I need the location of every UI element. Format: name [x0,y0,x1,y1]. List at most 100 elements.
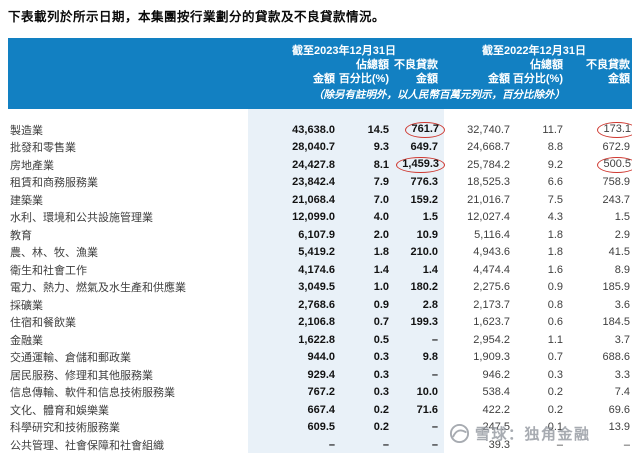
npl-2022: 41.5 [608,246,630,259]
pct-2023: – [382,438,389,451]
amount-2023: 43,638.0 [292,123,335,136]
amount-2022: 1,623.7 [473,316,510,329]
npl-2023: 199.3 [410,316,438,329]
table-row: 金融業 1,622.8 0.5 – 2,954.2 1.1 3.7 [8,331,632,349]
amount-2022: 39.3 [488,438,510,451]
amount-2022: 21,016.7 [467,193,510,206]
table-row: 租賃和商務服務業 23,842.4 7.9 776.3 18,525.3 6.6… [8,174,632,192]
industry-label: 房地產業 [10,159,54,172]
pct-2023: 9.3 [373,141,389,154]
amount-2023: 929.4 [307,368,335,381]
col-pct-2023: 百分比(%) [338,73,389,85]
industry-label: 衛生和社會工作 [10,264,87,277]
period-2023-header: 截至2023年12月31日 [292,45,396,57]
industry-label: 採礦業 [10,299,43,312]
pct-2023: 14.5 [367,123,389,136]
npl-2023: 71.6 [416,403,438,416]
industry-label: 公共管理、社會保障和社會組織 [10,439,164,452]
amount-2023: 667.4 [307,403,335,416]
industry-label: 交通運輸、倉儲和郵政業 [10,352,131,365]
amount-2022: 24,668.7 [467,141,510,154]
npl-2022: 173.1 [563,122,632,139]
amount-2022: 1,909.3 [473,351,510,364]
table-row: 公共管理、社會保障和社會組織 – – – 39.3 – – [8,436,632,453]
col-share-2023: 佔總額 [356,59,389,71]
pct-2022: 0.7 [547,351,563,364]
npl-2023: 776.3 [410,176,438,189]
amount-2022: 12,027.4 [467,211,510,224]
pct-2022: 9.2 [547,158,563,171]
npl-2022: 8.9 [614,263,630,276]
npl-2022: 758.9 [602,176,630,189]
npl-2022: – [623,438,630,451]
pct-2023: 0.9 [373,298,389,311]
pct-2023: 7.9 [373,176,389,189]
amount-2022: 422.2 [482,403,510,416]
industry-label: 批發和零售業 [10,142,76,155]
amount-2022: 4,474.4 [473,263,510,276]
npl-2022: 243.7 [602,193,630,206]
industry-label: 教育 [10,229,32,242]
xueqiu-logo-icon [449,423,470,444]
npl-2023: – [431,368,438,381]
industry-label: 租賃和商務服務業 [10,177,98,190]
table-row: 建築業 21,068.4 7.0 159.2 21,016.7 7.5 243.… [8,191,632,209]
amount-2023: 21,068.4 [292,193,335,206]
npl-2023: 761.7 [389,122,445,139]
table-row: 批發和零售業 28,040.7 9.3 649.7 24,668.7 8.8 6… [8,139,632,157]
amount-2022: 32,740.7 [467,123,510,136]
amount-2022: 538.4 [482,386,510,399]
amount-2023: – [328,438,335,451]
npl-2023: – [431,438,438,451]
pct-2022: – [556,438,563,451]
industry-label: 電力、熱力、燃氣及水生產和供應業 [10,282,186,295]
pct-2022: 1.1 [547,333,563,346]
header-subrow-1: 佔總額 不良貸款 佔總額 不良貸款 [8,56,632,72]
npl-2022: 3.7 [614,333,630,346]
amount-2023: 944.0 [307,351,335,364]
amount-2023: 2,768.6 [298,298,335,311]
col-amount-2023: 金額 [313,73,335,85]
pct-2022: 0.9 [547,281,563,294]
industry-label: 製造業 [10,124,43,137]
pct-2023: 1.0 [373,281,389,294]
industry-label: 住宿和餐飲業 [10,317,76,330]
pct-2022: 0.8 [547,298,563,311]
npl-2022: 3.3 [614,368,630,381]
col-share-2022: 佔總額 [530,59,563,71]
pct-2023: 0.2 [373,421,389,434]
header-subrow-2: 金額 百分比(%) 金額 金額 百分比(%) 金額 [8,70,632,86]
npl-2023: 2.8 [422,298,438,311]
amount-2023: 5,419.2 [298,246,335,259]
npl-2022: 184.5 [602,316,630,329]
table-row: 住宿和餐飲業 2,106.8 0.7 199.3 1,623.7 0.6 184… [8,314,632,332]
table-row: 教育 6,107.9 2.0 10.9 5,116.4 1.8 2.9 [8,226,632,244]
npl-2022: 185.9 [602,281,630,294]
watermark: 雪球：独角金融 [449,423,591,444]
npl-2022: 500.5 [563,157,632,174]
watermark-text: 雪球：独角金融 [475,426,591,443]
pct-2023: 7.0 [373,193,389,206]
amount-2022: 946.2 [482,368,510,381]
amount-2023: 24,427.8 [292,158,335,171]
industry-label: 農、林、牧、漁業 [10,247,98,260]
npl-2022: 1.5 [614,211,630,224]
pct-2022: 0.1 [547,421,563,434]
col-npl-amount-2022: 金額 [608,73,630,85]
pct-2023: 4.0 [373,211,389,224]
industry-label: 建築業 [10,194,43,207]
amount-2023: 4,174.6 [298,263,335,276]
table-header: 截至2023年12月31日 截至2022年12月31日 佔總額 不良貸款 佔總額… [8,38,632,109]
npl-2023: 1.5 [422,211,438,224]
pct-2022: 1.8 [547,228,563,241]
table-row: 信息傳輸、軟件和信息技術服務業 767.2 0.3 10.0 538.4 0.2… [8,384,632,402]
pct-2022: 7.5 [547,193,563,206]
amount-2022: 2,275.6 [473,281,510,294]
industry-label: 科學研究和技術服務業 [10,422,120,435]
pct-2023: 1.4 [373,263,389,276]
pct-2022: 11.7 [542,123,563,136]
amount-2022: 4,943.6 [473,246,510,259]
npl-2022: 69.6 [608,403,630,416]
npl-2023: 1.4 [422,263,438,276]
amount-2023: 2,106.8 [298,316,335,329]
